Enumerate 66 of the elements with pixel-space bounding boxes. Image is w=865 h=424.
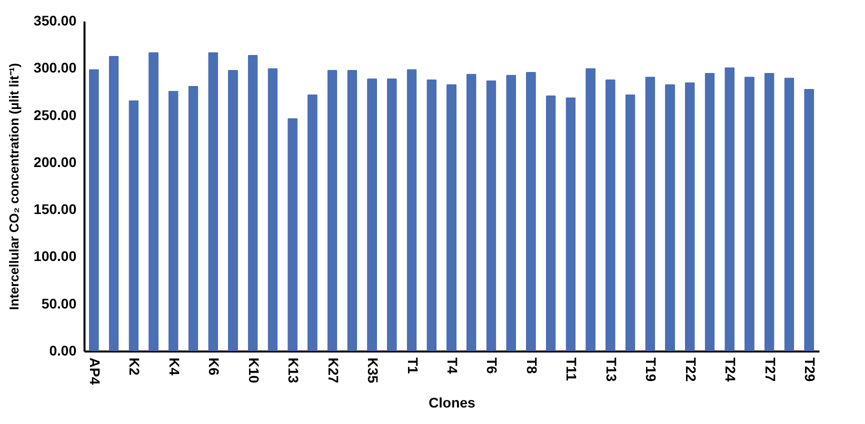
x-tick-label: T13	[603, 358, 620, 382]
bar	[248, 54, 258, 351]
bar	[526, 72, 536, 351]
x-tick-label: T24	[722, 358, 739, 382]
bar	[625, 94, 636, 351]
bar	[764, 72, 774, 351]
x-axis-title: Clones	[428, 394, 476, 411]
bar	[665, 84, 676, 351]
x-tick-label: AP4	[86, 358, 103, 385]
x-tick-label: T6	[484, 358, 500, 374]
bar	[586, 68, 596, 351]
x-tick-label: K2	[126, 358, 143, 376]
x-tick-label: K35	[365, 358, 382, 384]
bar	[188, 86, 198, 351]
bar	[784, 78, 794, 351]
bar	[684, 82, 695, 351]
bar	[268, 68, 278, 351]
bar	[88, 69, 99, 351]
bar	[506, 74, 516, 351]
y-tick-label: 200.00	[34, 154, 77, 170]
x-tick-label: T4	[444, 358, 460, 374]
x-tick-label: T29	[802, 358, 818, 382]
bar	[148, 52, 159, 351]
bar	[566, 97, 576, 351]
bar	[486, 80, 496, 351]
y-tick-label: 250.00	[34, 106, 77, 123]
y-tick-label: 0.00	[49, 342, 77, 358]
bar	[347, 70, 358, 351]
bar	[307, 94, 318, 351]
bar	[208, 52, 218, 351]
x-tick-label: T8	[524, 358, 540, 374]
bar	[546, 95, 556, 351]
x-tick-label: K6	[206, 358, 222, 376]
y-tick-label: 50.00	[41, 295, 77, 312]
bar	[386, 78, 397, 351]
bar	[128, 100, 139, 351]
x-tick-label: T1	[404, 358, 421, 374]
x-tick-label: T27	[762, 358, 778, 382]
x-tick-label: T22	[682, 358, 699, 382]
y-tick-label: 150.00	[34, 201, 77, 218]
x-tick-label: T19	[643, 358, 660, 382]
y-tick-label: 100.00	[34, 248, 77, 264]
bar	[724, 67, 735, 351]
bar	[744, 76, 754, 351]
bar	[645, 76, 656, 351]
bar	[327, 70, 338, 351]
y-axis-title: Intercellular CO₂ concentration (µlit lit⁻¹)	[6, 63, 22, 310]
x-tick-label: K4	[166, 358, 182, 376]
x-tick-label: K10	[246, 358, 262, 384]
bar	[446, 84, 456, 351]
x-tick-label: T11	[564, 358, 580, 382]
x-tick-label: K27	[325, 358, 342, 384]
bar	[288, 118, 298, 351]
bar	[466, 74, 476, 351]
y-tick-label: 350.00	[34, 12, 77, 28]
bar	[406, 69, 417, 351]
bar	[605, 79, 616, 351]
bar	[704, 72, 715, 351]
x-tick-label: K13	[286, 358, 302, 384]
bar	[426, 79, 437, 351]
bar	[367, 78, 378, 351]
bar	[804, 88, 814, 351]
bar	[108, 56, 119, 351]
y-tick-label: 300.00	[34, 60, 77, 76]
bar	[168, 90, 178, 351]
bar	[228, 70, 238, 351]
